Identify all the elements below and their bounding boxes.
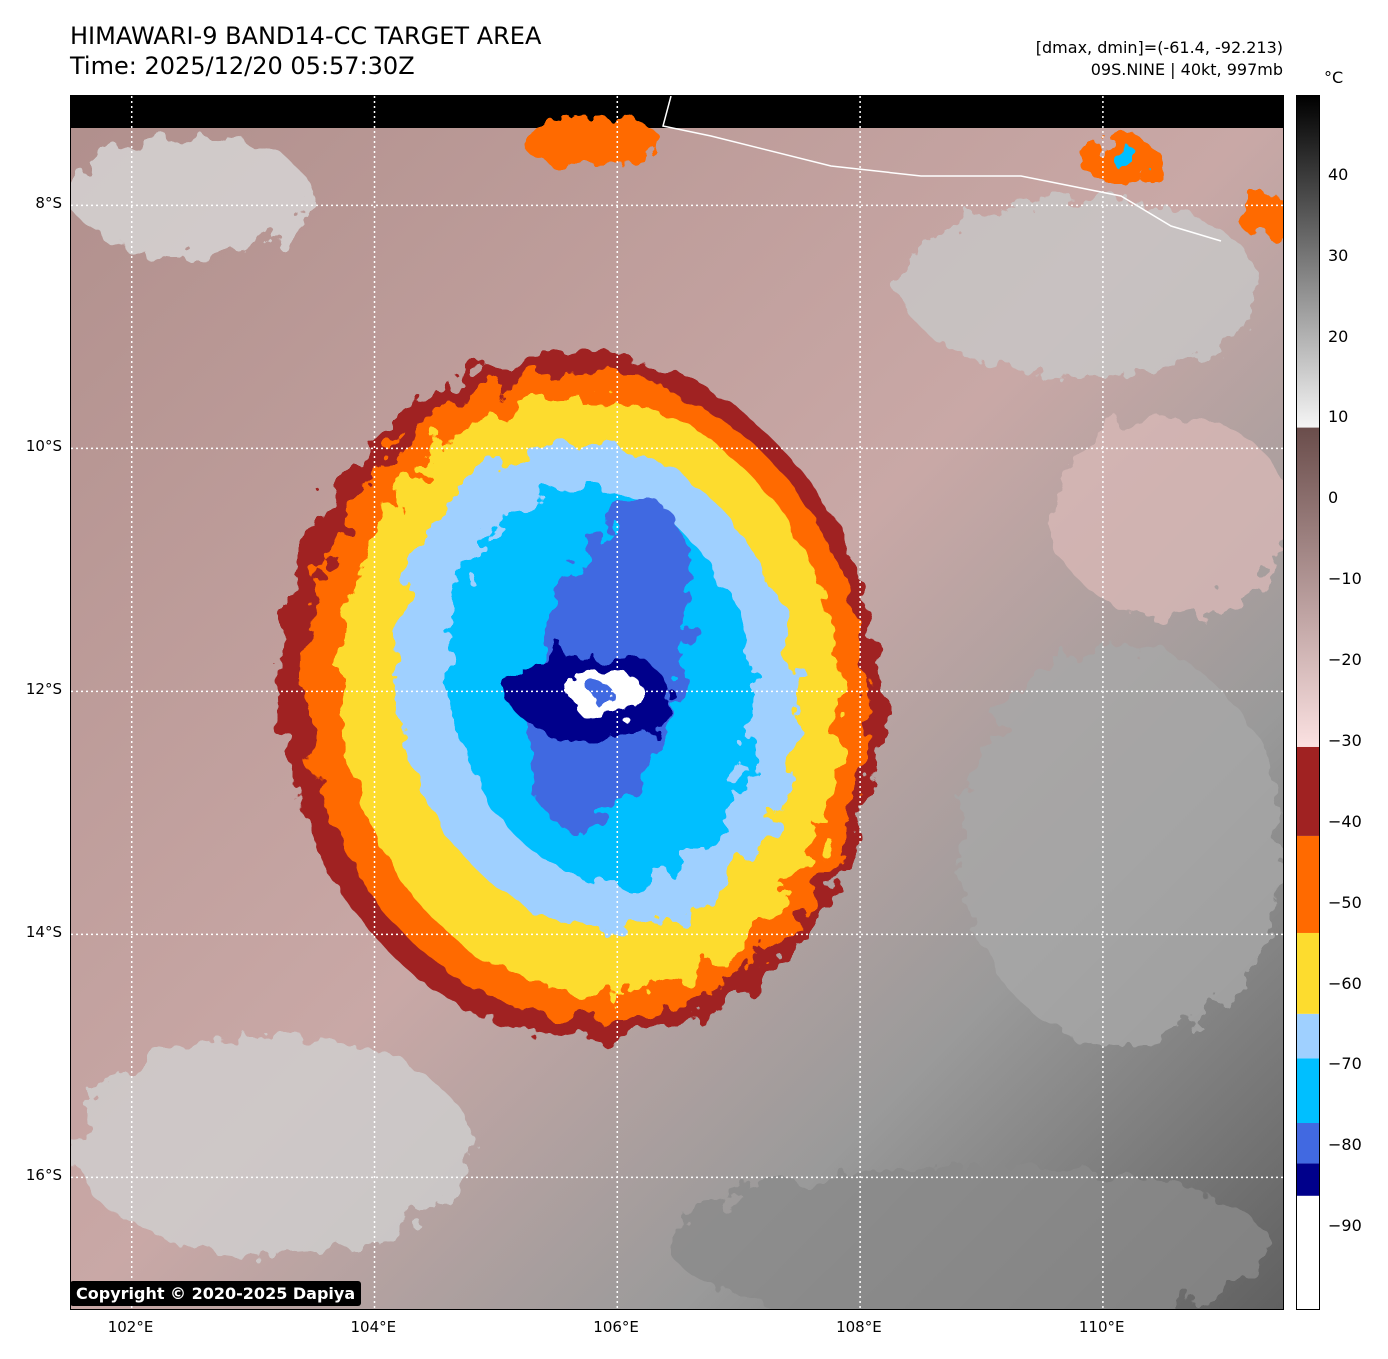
colorbar-tick-label: −10 bbox=[1328, 569, 1362, 589]
colorbar-tick-label: −60 bbox=[1328, 973, 1362, 993]
coastline-java bbox=[662, 96, 1222, 242]
colorbar-gradient-segment bbox=[1297, 96, 1319, 428]
lon-tick-label: 106°E bbox=[593, 1318, 639, 1336]
graticule bbox=[71, 96, 1283, 1309]
colorbar-tick-label: −50 bbox=[1328, 892, 1362, 912]
satellite-map bbox=[70, 95, 1284, 1310]
colorbar-tick-label: −70 bbox=[1328, 1054, 1362, 1074]
colorbar-segment bbox=[1297, 1123, 1319, 1164]
colorbar-unit: °C bbox=[1324, 68, 1344, 87]
colorbar-tick-label: 30 bbox=[1328, 245, 1349, 265]
colorbar-tick-label: 10 bbox=[1328, 407, 1349, 427]
colorbar-segment bbox=[1297, 932, 1319, 1014]
lat-tick-label: 8°S bbox=[35, 194, 62, 213]
colorbar-segment bbox=[1297, 1058, 1319, 1124]
colorbar-tick-label: −80 bbox=[1328, 1135, 1362, 1155]
map-canvas bbox=[71, 96, 1283, 1309]
chart-title: HIMAWARI-9 BAND14-CC TARGET AREA bbox=[70, 22, 542, 50]
colorbar-segment bbox=[1297, 1163, 1319, 1196]
colorbar-tick-label: 40 bbox=[1328, 164, 1349, 184]
colorbar-segment bbox=[1297, 1195, 1319, 1309]
storm-info: 09S.NINE | 40kt, 997mb bbox=[1090, 60, 1283, 79]
lon-tick-label: 110°E bbox=[1078, 1318, 1125, 1336]
colorbar-tick-label: 20 bbox=[1328, 326, 1349, 346]
lat-tick-label: 12°S bbox=[25, 680, 62, 699]
lat-tick-label: 14°S bbox=[25, 923, 62, 942]
colorbar-segment bbox=[1297, 1013, 1319, 1059]
cloud-patches bbox=[71, 136, 1283, 1309]
colorbar-tick-label: 0 bbox=[1328, 488, 1339, 508]
colorbar-gradient-segment bbox=[1297, 427, 1319, 747]
colorbar-segment bbox=[1297, 746, 1319, 836]
colorbar-segment bbox=[1297, 835, 1319, 933]
lon-tick-label: 104°E bbox=[350, 1318, 397, 1336]
lon-tick-label: 108°E bbox=[836, 1318, 882, 1336]
colorbar-tick-label: −90 bbox=[1328, 1216, 1362, 1236]
colorbar-tick-label: −40 bbox=[1328, 811, 1362, 831]
copyright-label: Copyright © 2020-2025 Dapiya bbox=[70, 1281, 362, 1306]
colorbar-canvas bbox=[1297, 96, 1319, 1309]
colorbar-tick-label: −30 bbox=[1328, 730, 1362, 750]
lat-tick-label: 10°S bbox=[25, 437, 62, 456]
timestamp: Time: 2025/12/20 05:57:30Z bbox=[70, 52, 415, 80]
lon-tick-label: 102°E bbox=[107, 1318, 154, 1336]
lat-tick-label: 16°S bbox=[25, 1166, 62, 1185]
storm-cloud-shield bbox=[280, 116, 1283, 1041]
dmax-dmin-label: [dmax, dmin]=(-61.4, -92.213) bbox=[1035, 38, 1283, 57]
no-data-band-top bbox=[71, 96, 1283, 128]
colorbar-tick-label: −20 bbox=[1328, 650, 1362, 670]
colorbar bbox=[1296, 95, 1320, 1310]
